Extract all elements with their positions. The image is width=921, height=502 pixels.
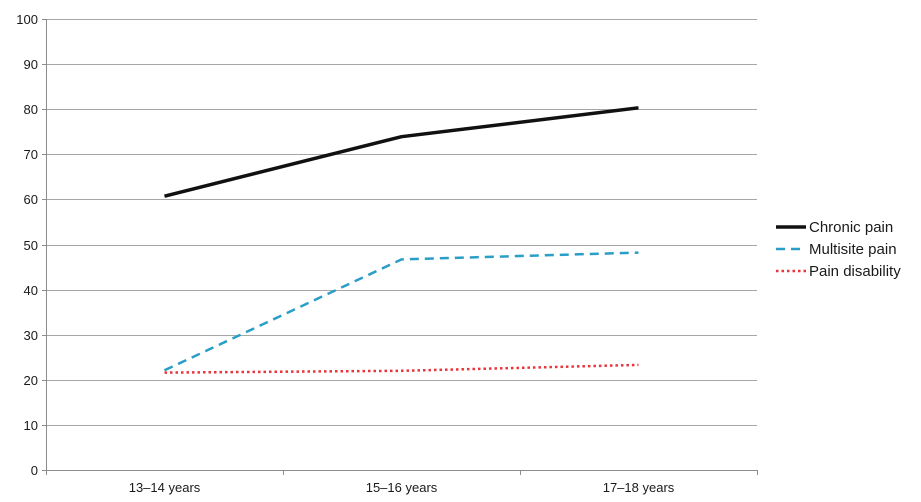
y-tick-label-60: 60	[24, 192, 38, 207]
y-tick-label-20: 20	[24, 373, 38, 388]
legend: Chronic pain Multisite pain Pain disabilit…	[776, 219, 901, 280]
x-axis-tick-labels: 13–14 years 15–16 years 17–18 years	[129, 480, 675, 495]
series-line-multisite-pain	[165, 253, 639, 371]
y-tick-label-50: 50	[24, 238, 38, 253]
x-tick-label-0: 13–14 years	[129, 480, 201, 495]
y-tick-label-70: 70	[24, 147, 38, 162]
y-tick-label-40: 40	[24, 283, 38, 298]
x-tick-label-2: 17–18 years	[603, 480, 675, 495]
legend-label-multisite-pain: Multisite pain	[809, 241, 897, 258]
series-lines	[164, 108, 638, 373]
x-tick-label-1: 15–16 years	[366, 480, 438, 495]
legend-item-multisite-pain: Multisite pain	[776, 241, 897, 258]
series-line-pain-disability	[165, 365, 639, 373]
y-tick-label-30: 30	[24, 328, 38, 343]
grid-lines	[46, 20, 757, 426]
series-line-chronic-pain	[165, 108, 639, 196]
y-tick-label-80: 80	[24, 102, 38, 117]
axes	[42, 19, 758, 475]
legend-item-pain-disability: Pain disability	[776, 263, 901, 280]
y-axis-tick-labels: 0 10 20 30 40 50 60 70 80 90 100	[16, 12, 38, 478]
y-tick-label-0: 0	[31, 463, 38, 478]
series-chronic-pain	[164, 108, 638, 196]
series-pain-disability	[164, 365, 638, 373]
y-tick-label-10: 10	[24, 418, 38, 433]
y-tick-label-90: 90	[24, 57, 38, 72]
legend-label-chronic-pain: Chronic pain	[809, 219, 893, 236]
legend-label-pain-disability: Pain disability	[809, 263, 901, 280]
y-tick-label-100: 100	[16, 12, 38, 27]
legend-item-chronic-pain: Chronic pain	[776, 219, 893, 236]
series-multisite-pain	[164, 253, 638, 371]
